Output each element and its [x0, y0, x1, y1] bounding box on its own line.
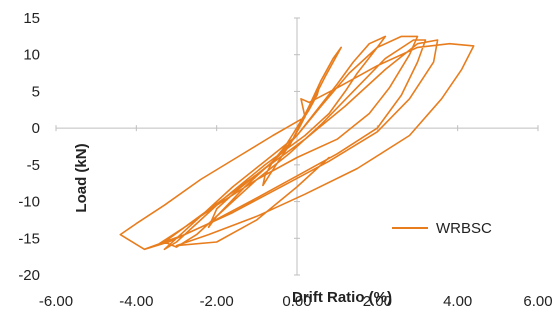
y-tick-label: 15: [23, 10, 40, 27]
legend: WRBSC: [392, 220, 492, 237]
x-tick-label: 6.00: [523, 293, 552, 310]
y-tick-label: 10: [23, 47, 40, 64]
x-axis-title: Drift Ratio (%): [292, 289, 392, 306]
tick-labels: -6.00 -4.00 -2.00 0.00 2.00 4.00 6.00 15 10 5 0 -5 -…: [18, 10, 552, 310]
x-tick-label: -2.00: [200, 293, 234, 310]
y-tick-label: -15: [18, 230, 40, 247]
x-tick-label: -6.00: [39, 293, 73, 310]
series-line-wrbsc: [119, 35, 475, 251]
y-tick-label: 0: [32, 120, 40, 137]
x-tick-label: 4.00: [443, 293, 472, 310]
x-tick-label: 2.00: [363, 293, 392, 310]
x-tick-label: 0.00: [282, 293, 311, 310]
y-axis-title: Load (kN): [73, 143, 90, 212]
x-tick-label: -4.00: [119, 293, 153, 310]
y-tick-label: -5: [27, 157, 40, 174]
series-layer: [119, 35, 475, 251]
y-tick-label: -10: [18, 194, 40, 211]
legend-label: WRBSC: [436, 220, 492, 237]
y-tick-label: 5: [32, 83, 40, 100]
y-tick-label: -20: [18, 267, 40, 284]
